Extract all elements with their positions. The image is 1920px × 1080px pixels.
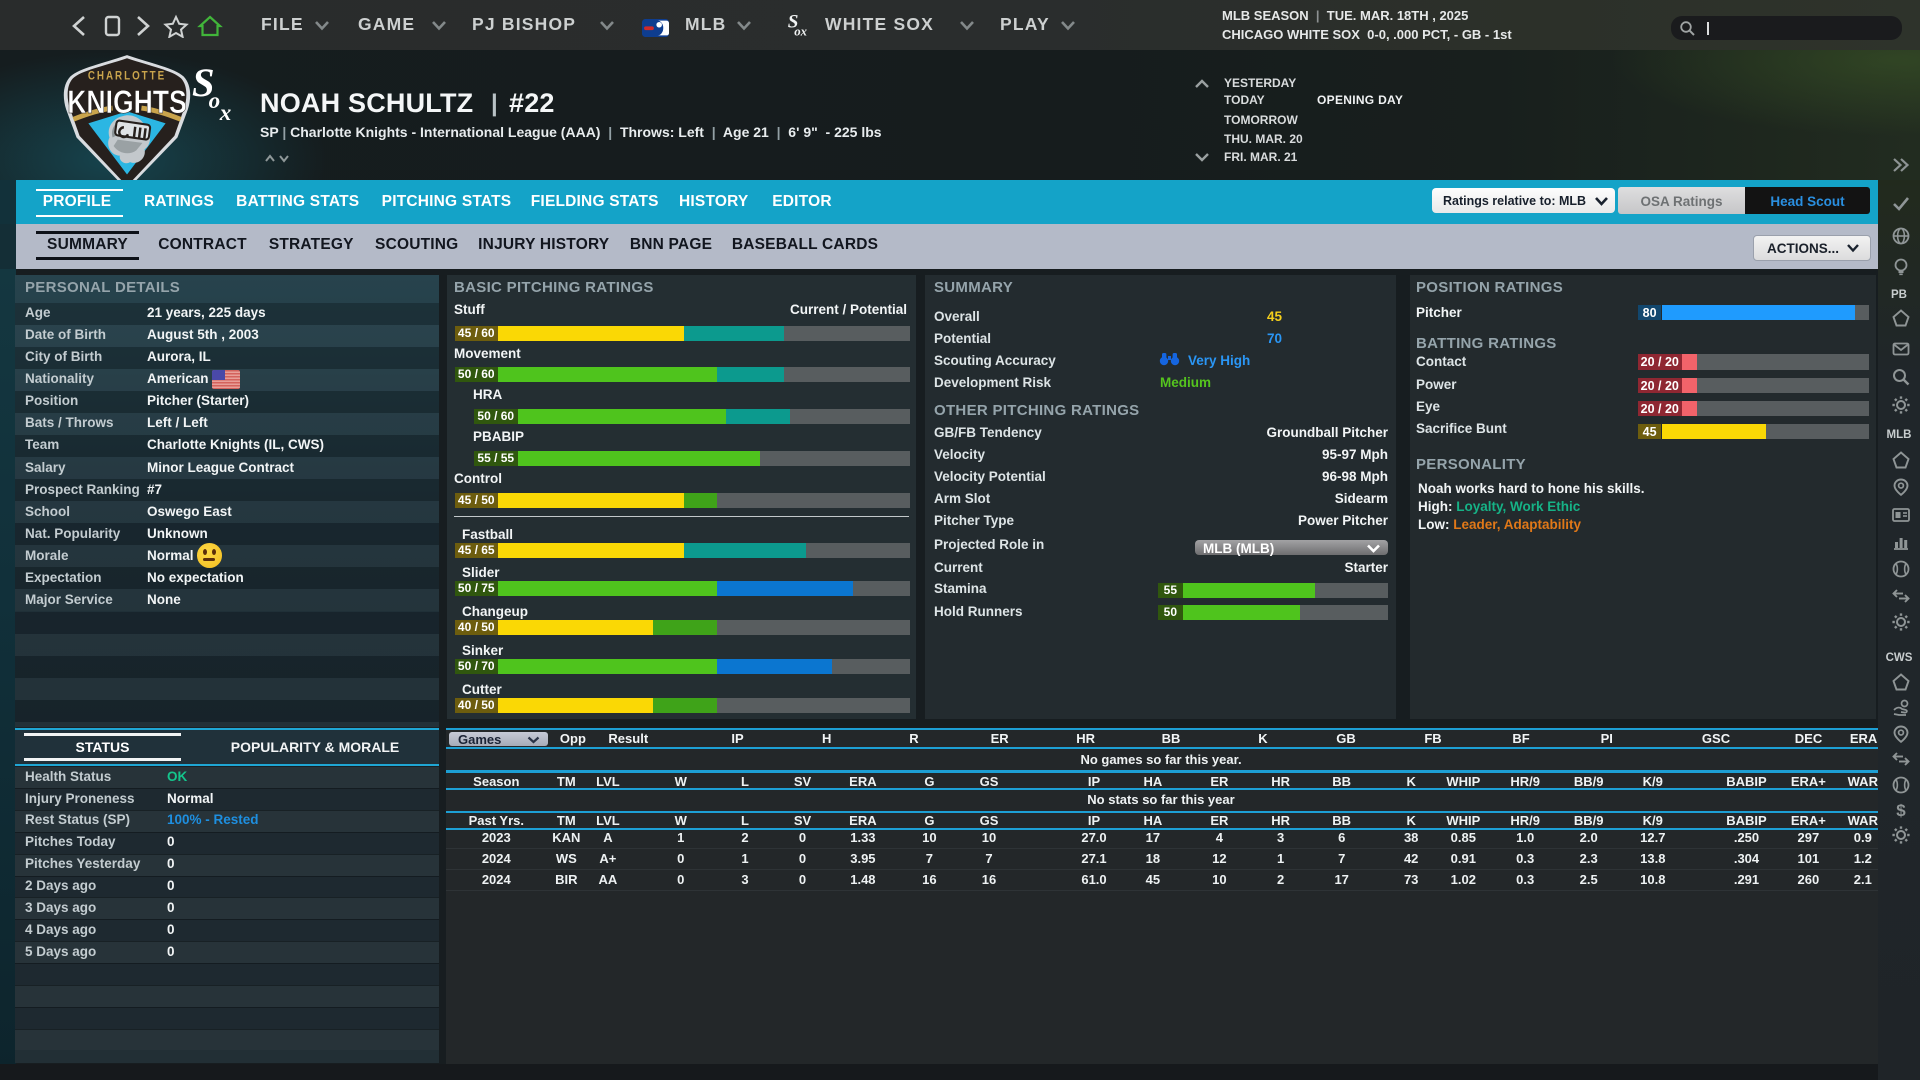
svg-text:CHARLOTTE: CHARLOTTE (88, 71, 166, 83)
svg-text:KNIGHTS: KNIGHTS (67, 83, 187, 120)
svg-text:S: S (192, 64, 215, 105)
svg-text:o: o (209, 87, 221, 113)
svg-text:ox: ox (794, 25, 807, 39)
svg-text:x: x (219, 99, 232, 125)
svg-text:$: $ (1896, 801, 1906, 820)
svg-text:S: S (788, 12, 799, 33)
